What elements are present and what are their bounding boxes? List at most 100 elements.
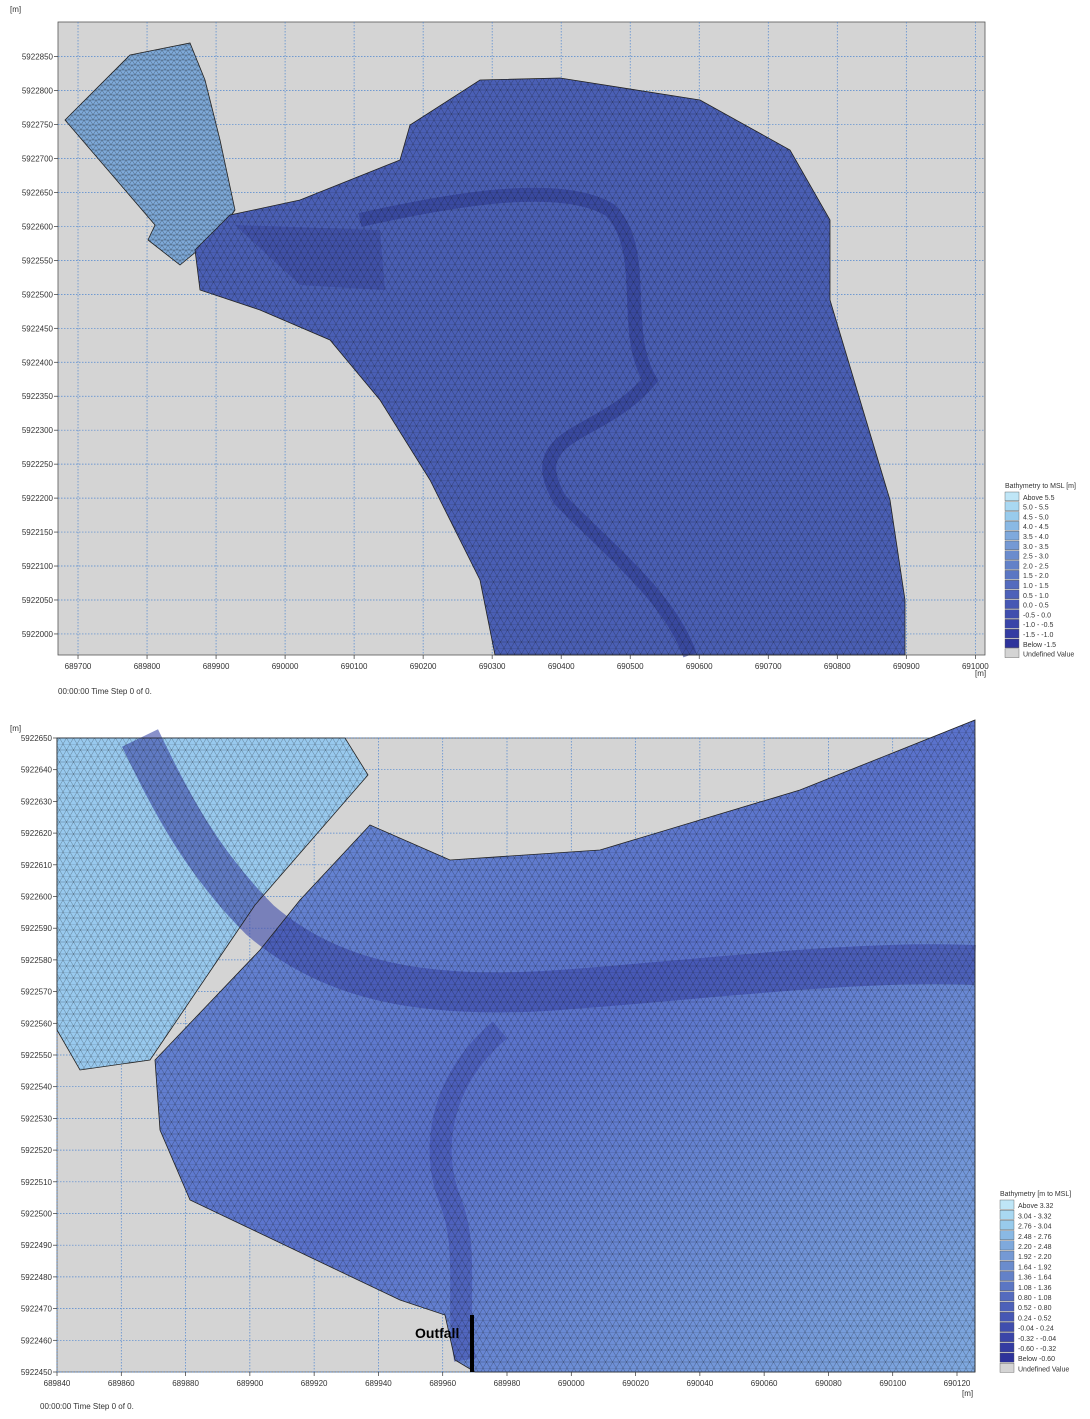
legend-label: 5.0 - 5.5 (1023, 505, 1049, 512)
y-tick-label: 5922460 (21, 1336, 53, 1345)
legend-label: 0.24 - 0.52 (1018, 1315, 1052, 1322)
y-unit: [m] (10, 724, 21, 733)
x-tick-label: 690080 (815, 1379, 842, 1388)
legend-label: Undefined Value (1018, 1366, 1069, 1373)
legend-label: -0.60 - -0.32 (1018, 1346, 1056, 1353)
legend-label: 0.5 - 1.0 (1023, 593, 1049, 600)
legend-label: 0.0 - 0.5 (1023, 603, 1049, 610)
legend-swatch (1000, 1343, 1014, 1352)
y-tick-label: 5922800 (22, 87, 54, 96)
map-figure: [m] [m] 00:00:00 Time Step 0 of 0. Outfa… (0, 0, 1090, 1414)
x-tick-label: 690060 (751, 1379, 778, 1388)
y-tick-label: 5922450 (22, 324, 54, 333)
y-unit: [m] (10, 5, 21, 14)
x-tick-label: 690100 (341, 662, 368, 671)
x-tick-label: 690500 (617, 662, 644, 671)
legend-swatch (1005, 649, 1019, 658)
legend-label: 1.92 - 2.20 (1018, 1254, 1052, 1261)
y-tick-label: 5922050 (22, 596, 54, 605)
legend-swatch (1005, 629, 1019, 638)
legend-swatch (1000, 1353, 1014, 1362)
legend-label: 1.5 - 2.0 (1023, 573, 1049, 580)
y-tick-label: 5922620 (21, 829, 53, 838)
legend-swatch (1000, 1363, 1014, 1372)
legend-label: 4.5 - 5.0 (1023, 514, 1049, 521)
legend-label: -0.04 - 0.24 (1018, 1326, 1054, 1333)
legend-label: 2.20 - 2.48 (1018, 1244, 1052, 1251)
x-tick-label: 690300 (479, 662, 506, 671)
x-tick-label: 690700 (755, 662, 782, 671)
legend-swatch (1005, 551, 1019, 560)
legend-label: 0.52 - 0.80 (1018, 1305, 1052, 1312)
y-tick-label: 5922250 (22, 460, 54, 469)
legend-label: Above 3.32 (1018, 1203, 1054, 1210)
legend-swatch (1000, 1302, 1014, 1311)
x-tick-label: 689860 (108, 1379, 135, 1388)
y-tick-label: 5922200 (22, 494, 54, 503)
legend-label: 0.80 - 1.08 (1018, 1295, 1052, 1302)
legend: Bathymetry [m to MSL]Above 3.323.04 - 3.… (1000, 1191, 1071, 1373)
legend-label: -0.5 - 0.0 (1023, 612, 1051, 619)
y-tick-label: 5922600 (22, 222, 54, 231)
x-tick-label: 689940 (365, 1379, 392, 1388)
x-tick-label: 689800 (134, 662, 161, 671)
y-tick-label: 5922550 (22, 256, 54, 265)
y-tick-label: 5922580 (21, 956, 53, 965)
legend-swatch (1000, 1251, 1014, 1260)
legend-label: 2.48 - 2.76 (1018, 1234, 1052, 1241)
y-tick-label: 5922490 (21, 1241, 53, 1250)
x-tick-label: 690600 (686, 662, 713, 671)
y-tick-label: 5922350 (22, 392, 54, 401)
x-tick-label: 690020 (622, 1379, 649, 1388)
x-tick-label: 690200 (410, 662, 437, 671)
y-tick-label: 5922650 (22, 188, 54, 197)
y-tick-label: 5922850 (22, 53, 54, 62)
y-tick-label: 5922750 (22, 121, 54, 130)
page: [m] [m] 00:00:00 Time Step 0 of 0. Outfa… (0, 0, 1090, 1419)
legend-label: -0.32 - -0.04 (1018, 1336, 1056, 1343)
legend-swatch (1000, 1231, 1014, 1240)
legend-label: 2.76 - 3.04 (1018, 1224, 1052, 1231)
y-tick-label: 5922590 (21, 924, 53, 933)
legend-swatch (1005, 492, 1019, 501)
legend-swatch (1005, 512, 1019, 521)
y-tick-label: 5922700 (22, 155, 54, 164)
legend-label: 1.64 - 1.92 (1018, 1264, 1052, 1271)
legend-title: Bathymetry to MSL [m] (1005, 483, 1076, 490)
y-tick-label: 5922570 (21, 988, 53, 997)
y-tick-label: 5922450 (21, 1368, 53, 1377)
y-tick-label: 5922500 (21, 1210, 53, 1219)
legend-swatch (1000, 1241, 1014, 1250)
legend-swatch (1005, 561, 1019, 570)
legend-swatch (1005, 502, 1019, 511)
legend-label: Undefined Value (1023, 652, 1074, 659)
legend-swatch (1000, 1220, 1014, 1229)
legend-label: 1.36 - 1.64 (1018, 1275, 1052, 1282)
legend-label: 4.0 - 4.5 (1023, 524, 1049, 531)
x-tick-label: 689900 (203, 662, 230, 671)
y-tick-label: 5922300 (22, 426, 54, 435)
legend-swatch (1000, 1322, 1014, 1331)
y-tick-label: 5922540 (21, 1083, 53, 1092)
legend-title: Bathymetry [m to MSL] (1000, 1191, 1071, 1198)
x-tick-label: 689980 (494, 1379, 521, 1388)
legend-swatch (1000, 1333, 1014, 1342)
legend-label: -1.5 - -1.0 (1023, 632, 1053, 639)
legend-label: 3.5 - 4.0 (1023, 534, 1049, 541)
legend-swatch (1000, 1210, 1014, 1219)
x-tick-label: 690800 (824, 662, 851, 671)
legend-label: 2.5 - 3.0 (1023, 554, 1049, 561)
x-tick-label: 689840 (44, 1379, 71, 1388)
x-tick-label: 690000 (558, 1379, 585, 1388)
x-tick-label: 690120 (944, 1379, 971, 1388)
x-tick-label: 690400 (548, 662, 575, 671)
y-tick-label: 5922550 (21, 1051, 53, 1060)
y-tick-label: 5922150 (22, 528, 54, 537)
x-tick-label: 689880 (172, 1379, 199, 1388)
status-text: 00:00:00 Time Step 0 of 0. (58, 687, 152, 696)
y-tick-label: 5922650 (21, 734, 53, 743)
y-tick-label: 5922600 (21, 893, 53, 902)
legend-swatch (1005, 590, 1019, 599)
x-unit: [m] (962, 1389, 973, 1398)
x-tick-label: 691000 (962, 662, 989, 671)
